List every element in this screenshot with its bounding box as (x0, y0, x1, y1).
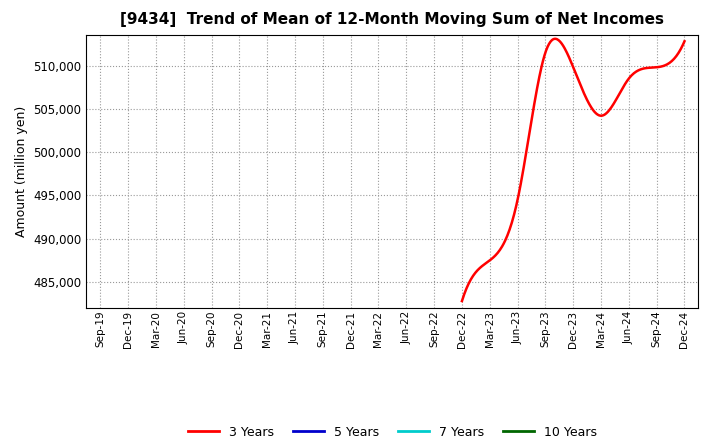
Legend: 3 Years, 5 Years, 7 Years, 10 Years: 3 Years, 5 Years, 7 Years, 10 Years (183, 421, 602, 440)
Y-axis label: Amount (million yen): Amount (million yen) (14, 106, 28, 237)
Title: [9434]  Trend of Mean of 12-Month Moving Sum of Net Incomes: [9434] Trend of Mean of 12-Month Moving … (120, 12, 665, 27)
